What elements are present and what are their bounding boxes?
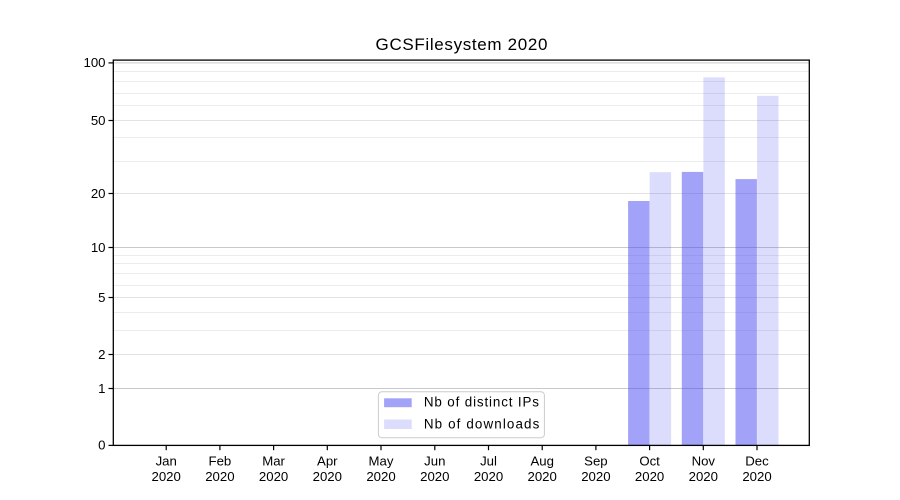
svg-text:10: 10 <box>91 240 106 255</box>
svg-text:50: 50 <box>91 113 106 128</box>
svg-text:2: 2 <box>98 347 105 362</box>
svg-text:1: 1 <box>98 381 105 396</box>
svg-text:20: 20 <box>91 186 106 201</box>
svg-text:Nb of downloads: Nb of downloads <box>424 416 540 431</box>
svg-text:5: 5 <box>98 290 105 305</box>
svg-text:0: 0 <box>98 438 105 453</box>
svg-text:100: 100 <box>83 55 105 70</box>
svg-text:GCSFilesystem 2020: GCSFilesystem 2020 <box>376 35 548 54</box>
svg-text:Nb of distinct IPs: Nb of distinct IPs <box>424 395 539 410</box>
